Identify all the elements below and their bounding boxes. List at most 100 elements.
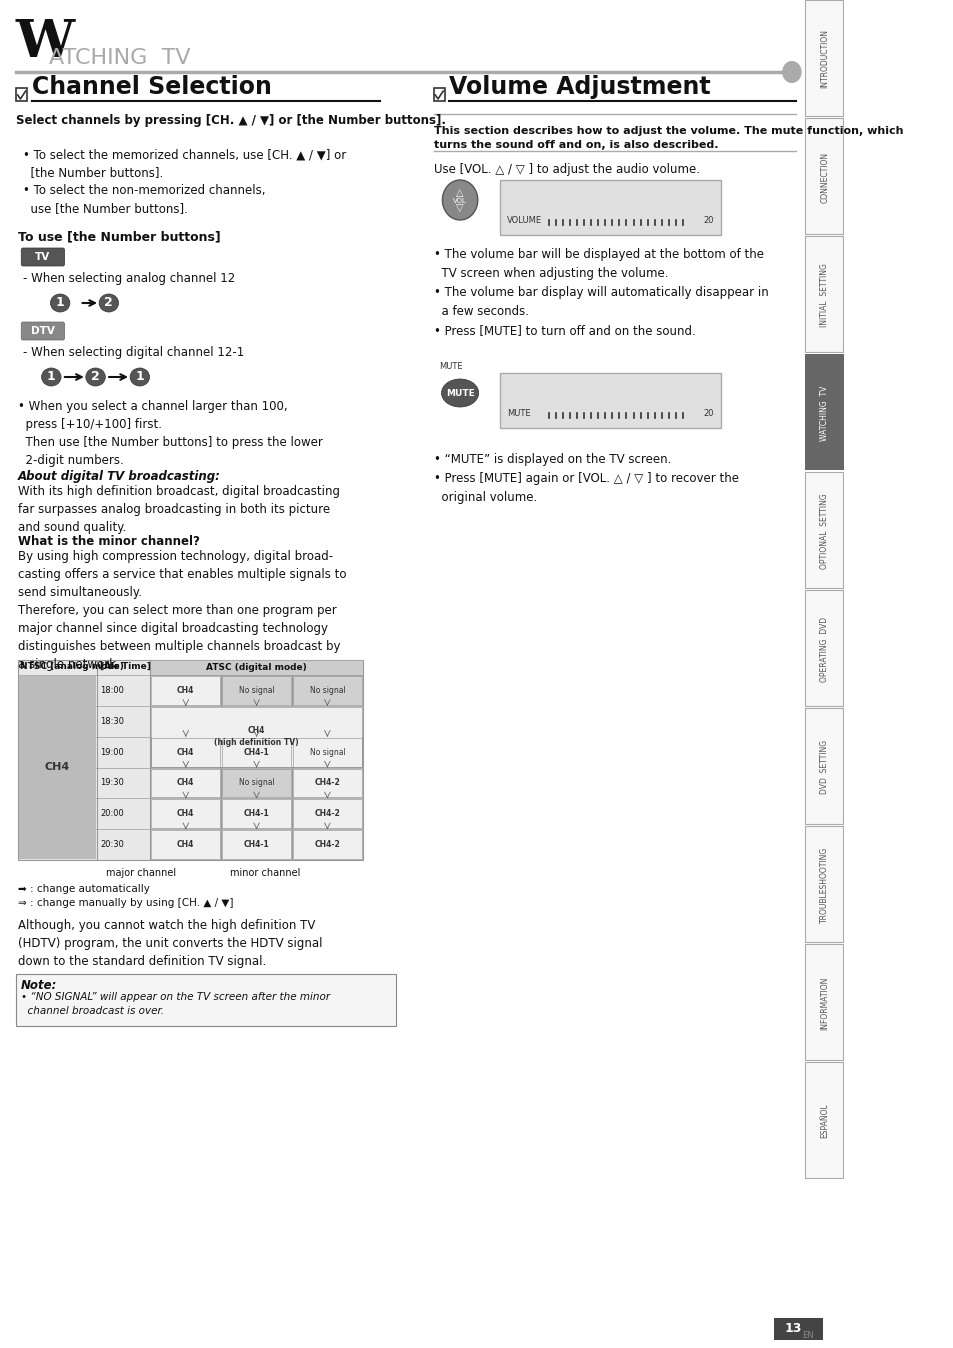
Text: - When selecting analog channel 12: - When selecting analog channel 12 <box>23 272 235 284</box>
Bar <box>222 675 291 705</box>
Text: CH4: CH4 <box>177 686 194 696</box>
Text: INFORMATION: INFORMATION <box>820 976 828 1030</box>
Text: No signal: No signal <box>238 686 274 696</box>
Text: 19:00: 19:00 <box>100 748 124 756</box>
Text: ATSC (digital mode): ATSC (digital mode) <box>206 663 307 673</box>
Text: W: W <box>16 18 75 67</box>
Text: No signal: No signal <box>238 778 274 787</box>
Text: Volume Adjustment: Volume Adjustment <box>449 75 710 98</box>
Bar <box>293 675 361 705</box>
Text: CH4-1: CH4-1 <box>243 840 269 849</box>
Text: 18:00: 18:00 <box>100 686 124 696</box>
Text: With its high definition broadcast, digital broadcasting
far surpasses analog br: With its high definition broadcast, digi… <box>18 485 339 534</box>
Text: ⇒ : change manually by using [CH. ▲ / ▼]: ⇒ : change manually by using [CH. ▲ / ▼] <box>18 898 233 909</box>
Text: CH4: CH4 <box>177 809 194 818</box>
Bar <box>804 236 842 352</box>
Text: CH4: CH4 <box>45 763 71 772</box>
Text: △: △ <box>456 187 463 198</box>
Ellipse shape <box>99 294 118 311</box>
Text: OPERATING  DVD: OPERATING DVD <box>820 616 828 682</box>
Ellipse shape <box>441 379 478 407</box>
Circle shape <box>442 181 477 220</box>
Text: 1: 1 <box>55 297 65 310</box>
Bar <box>18 675 96 859</box>
Bar <box>152 706 361 767</box>
Text: CH4: CH4 <box>177 778 194 787</box>
Bar <box>222 737 291 767</box>
Text: 20: 20 <box>702 216 713 225</box>
Text: VOL: VOL <box>453 198 467 204</box>
Bar <box>804 119 842 235</box>
Text: 1: 1 <box>47 371 55 383</box>
Bar <box>499 181 720 235</box>
Bar <box>293 799 361 828</box>
Text: Use [VOL. △ / ▽ ] to adjust the audio volume.: Use [VOL. △ / ▽ ] to adjust the audio vo… <box>433 163 699 177</box>
Text: • When you select a channel larger than 100,
  press [+10/+100] first.
  Then us: • When you select a channel larger than … <box>18 400 322 466</box>
Bar <box>16 975 396 1026</box>
Text: MUTE: MUTE <box>445 388 474 398</box>
Text: 13: 13 <box>784 1322 801 1336</box>
Bar <box>222 675 291 705</box>
Text: Channel Selection: Channel Selection <box>31 75 272 98</box>
Ellipse shape <box>86 368 105 386</box>
Bar <box>804 0 842 116</box>
Bar <box>499 373 720 429</box>
Bar <box>151 661 362 675</box>
Bar <box>152 675 220 705</box>
Text: About digital TV broadcasting:: About digital TV broadcasting: <box>18 470 220 483</box>
Bar <box>774 1318 822 1340</box>
Ellipse shape <box>42 368 61 386</box>
Bar <box>222 799 291 828</box>
Bar <box>18 661 362 860</box>
Bar <box>152 830 220 859</box>
Text: OPTIONAL  SETTING: OPTIONAL SETTING <box>820 493 828 569</box>
Bar <box>152 830 220 859</box>
Text: INITIAL  SETTING: INITIAL SETTING <box>820 263 828 328</box>
Text: To use [the Number buttons]: To use [the Number buttons] <box>18 231 220 243</box>
Text: 19:30: 19:30 <box>100 778 124 787</box>
Text: NTSC (analog mode): NTSC (analog mode) <box>20 662 124 671</box>
Ellipse shape <box>130 368 150 386</box>
Bar <box>804 708 842 824</box>
Text: TV: TV <box>35 252 51 262</box>
Text: major channel: major channel <box>106 868 176 878</box>
Text: WATCHING  TV: WATCHING TV <box>820 386 828 441</box>
Text: CONNECTION: CONNECTION <box>820 151 828 202</box>
Text: 20:30: 20:30 <box>100 840 124 849</box>
Text: INTRODUCTION: INTRODUCTION <box>820 30 828 89</box>
Bar <box>152 768 220 797</box>
Bar <box>222 737 291 767</box>
Bar <box>151 661 362 675</box>
Text: What is the minor channel?: What is the minor channel? <box>18 535 199 549</box>
Text: ATCHING  TV: ATCHING TV <box>49 49 190 67</box>
Text: • “MUTE” is displayed on the TV screen.
• Press [MUTE] again or [VOL. △ / ▽ ] to: • “MUTE” is displayed on the TV screen. … <box>433 453 738 504</box>
Text: Although, you cannot watch the high definition TV
(HDTV) program, the unit conve: Although, you cannot watch the high defi… <box>18 919 322 968</box>
Text: • The volume bar will be displayed at the bottom of the
  TV screen when adjusti: • The volume bar will be displayed at th… <box>433 248 767 337</box>
Text: CH4-1: CH4-1 <box>243 748 269 756</box>
Text: Note:: Note: <box>21 979 57 992</box>
Ellipse shape <box>51 294 70 311</box>
Bar <box>293 737 361 767</box>
Text: No signal: No signal <box>309 748 345 756</box>
Text: CH4: CH4 <box>177 840 194 849</box>
Bar <box>152 799 220 828</box>
Text: 2: 2 <box>91 371 100 383</box>
Bar <box>499 373 720 429</box>
Bar <box>222 799 291 828</box>
Text: - When selecting digital channel 12-1: - When selecting digital channel 12-1 <box>23 346 244 359</box>
Bar <box>804 944 842 1060</box>
Text: CH4-2: CH4-2 <box>314 840 340 849</box>
Text: ESPAÑOL: ESPAÑOL <box>820 1104 828 1138</box>
Bar <box>293 768 361 797</box>
Bar <box>293 830 361 859</box>
Bar <box>804 472 842 588</box>
Text: MUTE: MUTE <box>438 363 462 371</box>
Bar <box>18 661 362 860</box>
Text: By using high compression technology, digital broad-
casting offers a service th: By using high compression technology, di… <box>18 550 346 671</box>
Bar <box>804 355 843 470</box>
Text: CH4-2: CH4-2 <box>314 809 340 818</box>
Bar <box>222 768 291 797</box>
Bar <box>293 675 361 705</box>
Bar <box>293 830 361 859</box>
Text: CH4
(high definition TV): CH4 (high definition TV) <box>214 727 298 747</box>
